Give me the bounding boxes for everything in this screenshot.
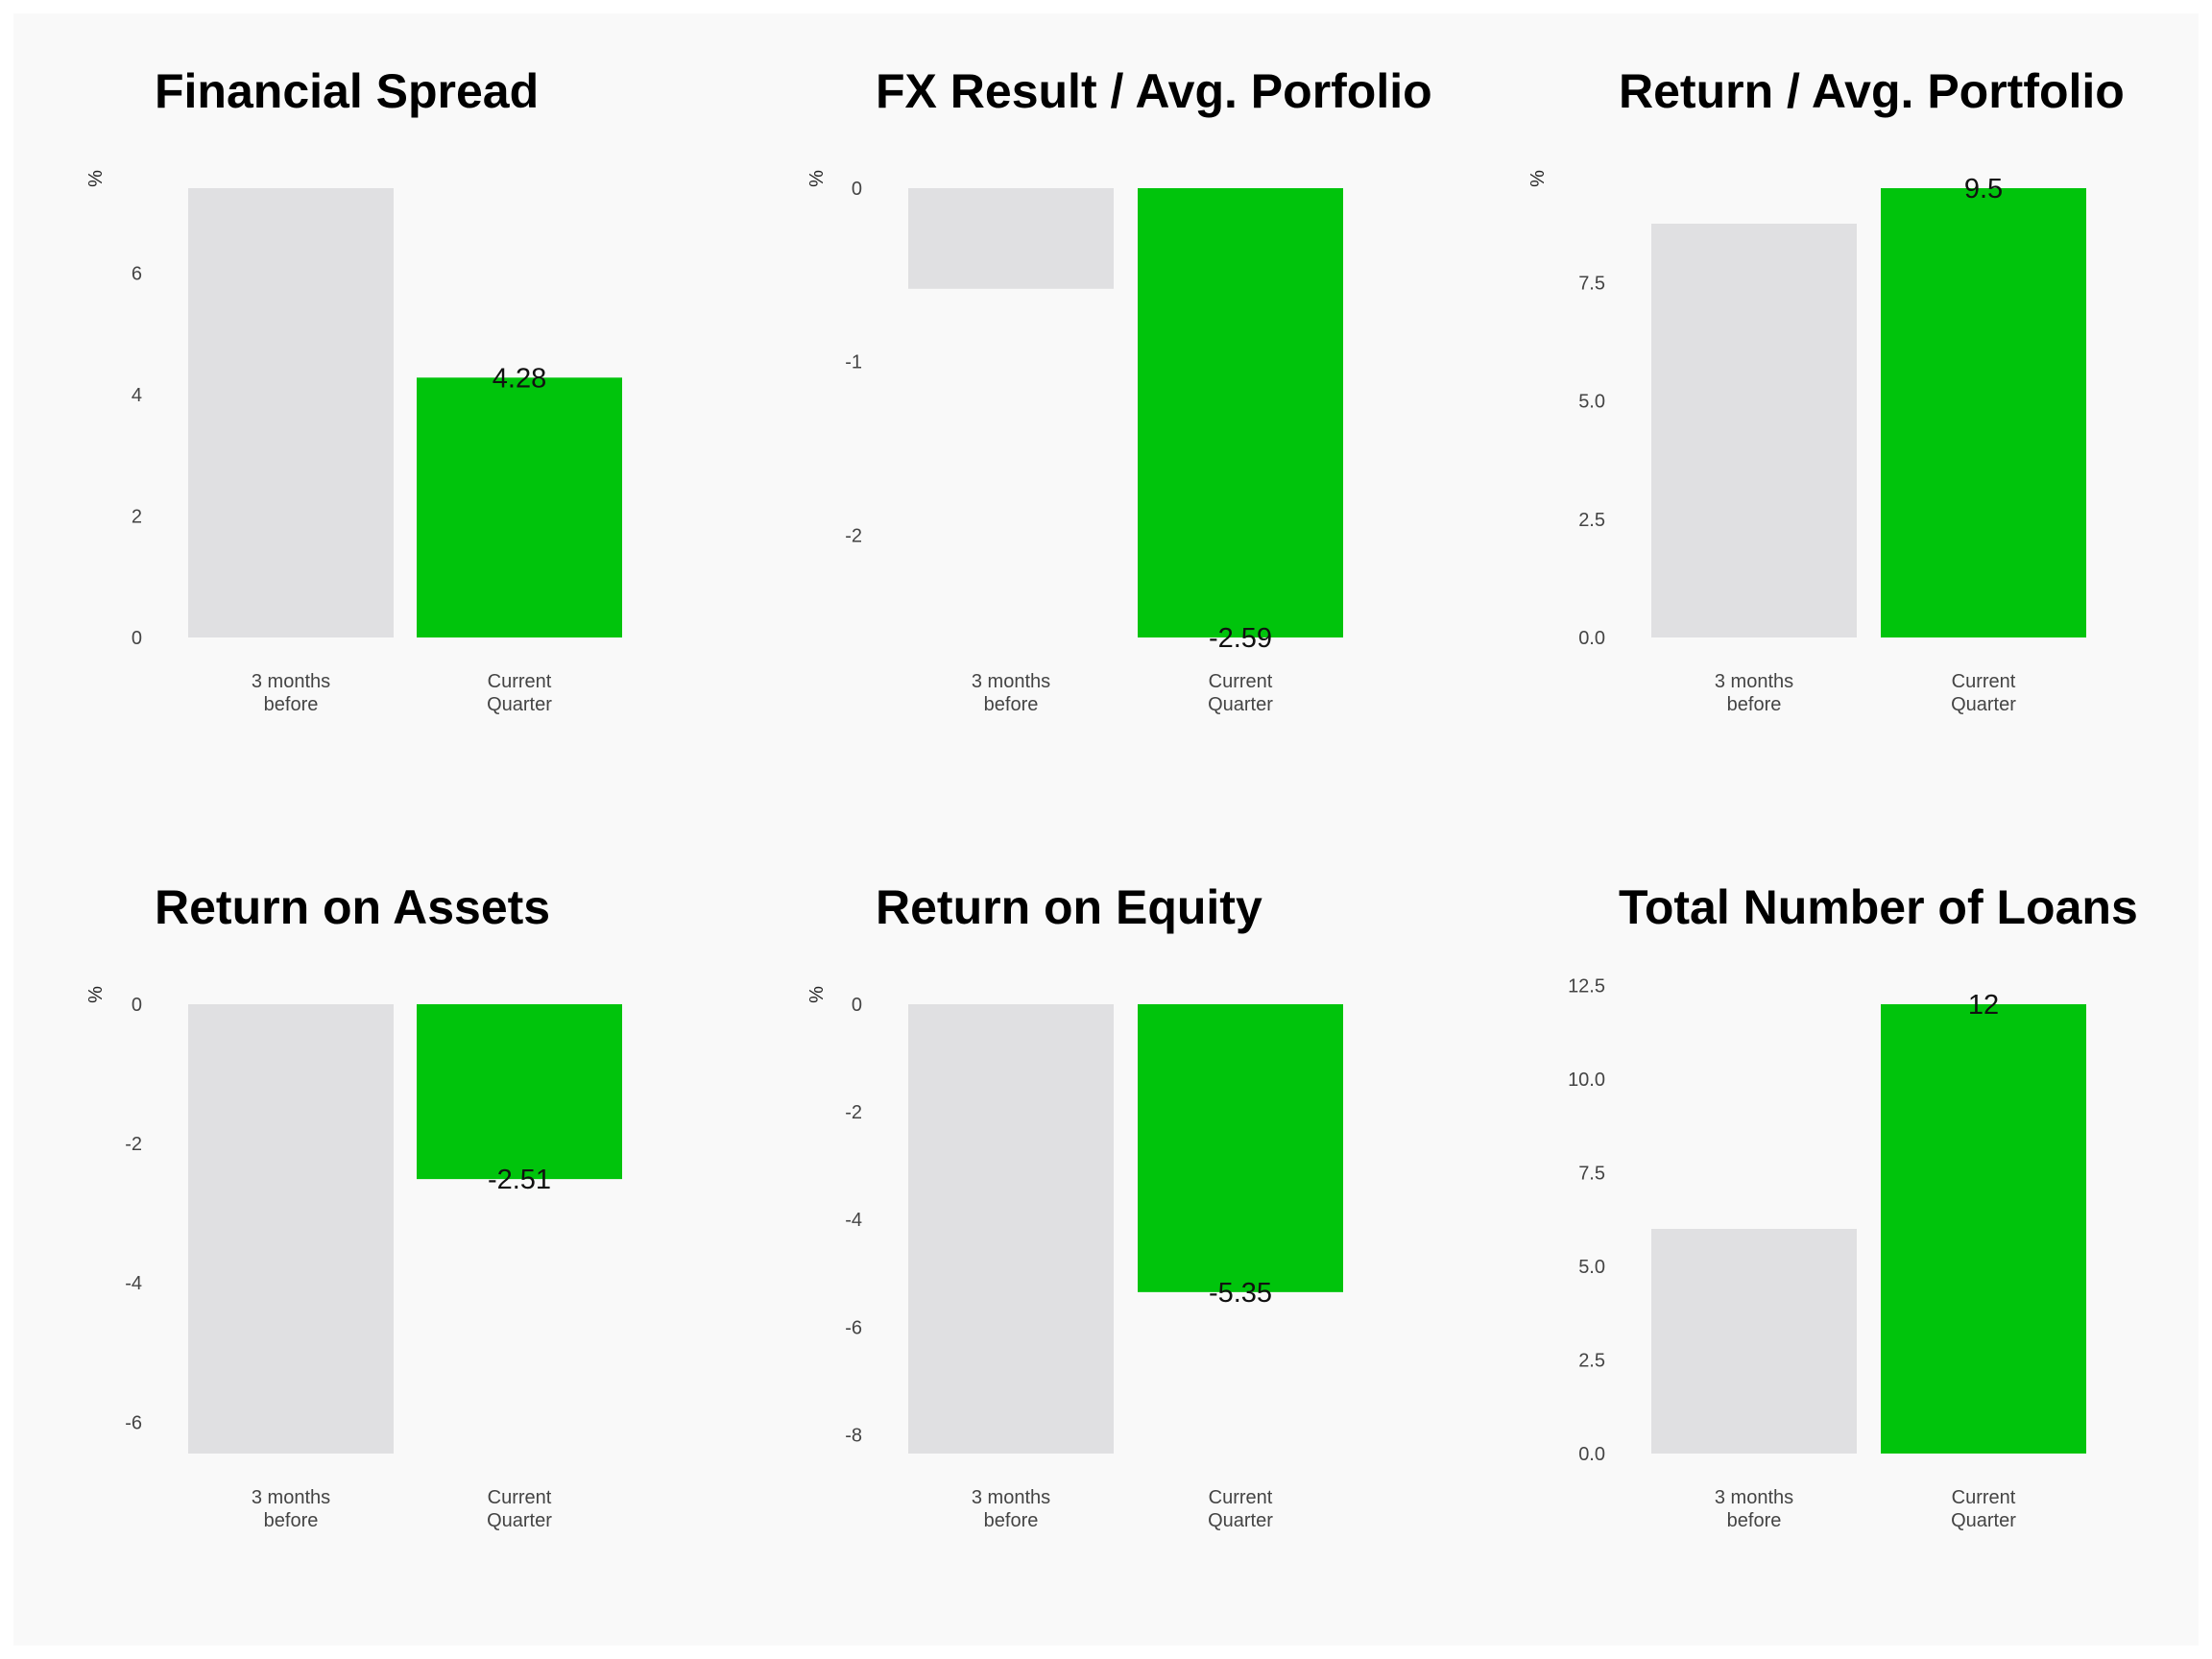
bar-3-months-before — [1651, 1229, 1857, 1454]
y-tick-label: 12.5 — [1568, 976, 1605, 998]
chart-title: Financial Spread — [155, 64, 539, 118]
x-tick-label: 3 months before — [972, 671, 1050, 715]
y-tick-label: 5.0 — [1578, 392, 1605, 413]
chart-title: Total Number of Loans — [1619, 880, 2138, 934]
y-axis-label: % — [85, 170, 107, 187]
x-tick-label: Current Quarter — [1208, 671, 1273, 715]
y-axis-label: % — [1527, 170, 1549, 187]
bar-3-months-before — [908, 188, 1114, 289]
y-tick-label: -8 — [845, 1425, 862, 1446]
y-tick-label: 2 — [132, 507, 142, 528]
charts-grid: Financial Spread% 0 2 4 6 3 months before 4.28 C… — [85, 64, 2138, 1531]
y-tick-label: -4 — [125, 1273, 142, 1294]
chart-canvas: Financial Spread% 0 2 4 6 3 months before 4.28 C… — [13, 13, 2199, 1646]
y-tick-label: -4 — [845, 1210, 862, 1231]
data-label: -5.35 — [1209, 1278, 1272, 1309]
bar-current-quarter — [417, 1004, 622, 1180]
x-tick-label: Current Quarter — [1208, 1487, 1273, 1531]
y-axis-label: % — [85, 986, 107, 1003]
chart-title: FX Result / Avg. Porfolio — [876, 64, 1432, 118]
chart-panel-1: Financial Spread% 0 2 4 6 3 months before 4.28 C… — [85, 64, 622, 715]
data-label: -2.51 — [488, 1165, 551, 1195]
x-tick-label: Current Quarter — [487, 1487, 552, 1531]
x-tick-label: Current Quarter — [487, 671, 552, 715]
y-tick-label: 4 — [132, 385, 142, 406]
x-tick-label: Current Quarter — [1951, 671, 2016, 715]
chart-panel-3: Return / Avg. Portfolio% 0.0 2.5 5.0 7.5 3 mo… — [1527, 64, 2125, 715]
y-tick-label: 10.0 — [1568, 1070, 1605, 1091]
x-tick-label: 3 months before — [972, 1487, 1050, 1531]
chart-title: Return / Avg. Portfolio — [1619, 64, 2125, 118]
y-tick-label: -6 — [845, 1317, 862, 1338]
y-tick-label: 0.0 — [1578, 628, 1605, 649]
chart-panel-4: Return on Assets% 0 -2 -4 -6 3 months before -2… — [85, 880, 622, 1531]
y-tick-label: -2 — [845, 1102, 862, 1123]
y-tick-label: 7.5 — [1578, 1164, 1605, 1185]
y-tick-label: 5.0 — [1578, 1257, 1605, 1278]
y-tick-label: 0 — [852, 179, 862, 200]
chart-title: Return on Equity — [876, 880, 1262, 934]
data-label: 9.5 — [1964, 174, 2003, 204]
chart-title: Return on Assets — [155, 880, 550, 934]
y-tick-label: 0 — [132, 995, 142, 1016]
bar-current-quarter — [417, 377, 622, 637]
bar-3-months-before — [1651, 223, 1857, 637]
y-tick-label: -2 — [845, 525, 862, 546]
y-tick-label: -2 — [125, 1134, 142, 1155]
x-tick-label: 3 months before — [252, 671, 330, 715]
y-tick-label: 0 — [132, 628, 142, 649]
data-label: 4.28 — [493, 363, 546, 394]
x-tick-label: 3 months before — [252, 1487, 330, 1531]
bar-current-quarter — [1881, 188, 2086, 637]
y-tick-label: -6 — [125, 1412, 142, 1433]
bar-current-quarter — [1138, 188, 1343, 637]
bar-current-quarter — [1881, 1004, 2086, 1454]
x-tick-label: Current Quarter — [1951, 1487, 2016, 1531]
bar-3-months-before — [188, 1004, 394, 1454]
y-tick-label: 0.0 — [1578, 1444, 1605, 1465]
chart-panel-2: FX Result / Avg. Porfolio% 0 -1 -2 3 months b… — [806, 64, 1432, 715]
data-label: 12 — [1968, 990, 1999, 1021]
y-tick-label: 2.5 — [1578, 510, 1605, 531]
data-label: -2.59 — [1209, 623, 1272, 654]
bar-3-months-before — [188, 188, 394, 637]
x-tick-label: 3 months before — [1715, 1487, 1793, 1531]
y-tick-label: 0 — [852, 995, 862, 1016]
chart-panel-6: Total Number of Loans 0.0 2.5 5.0 7.5 10.0 12.… — [1568, 880, 2138, 1531]
y-tick-label: 2.5 — [1578, 1351, 1605, 1372]
y-tick-label: 6 — [132, 264, 142, 285]
bar-current-quarter — [1138, 1004, 1343, 1292]
bar-3-months-before — [908, 1004, 1114, 1454]
y-tick-label: -1 — [845, 352, 862, 373]
chart-panel-5: Return on Equity% 0 -2 -4 -6 -8 3 months before… — [806, 880, 1343, 1531]
y-axis-label: % — [806, 986, 828, 1003]
x-tick-label: 3 months before — [1715, 671, 1793, 715]
y-axis-label: % — [806, 170, 828, 187]
y-tick-label: 7.5 — [1578, 274, 1605, 295]
